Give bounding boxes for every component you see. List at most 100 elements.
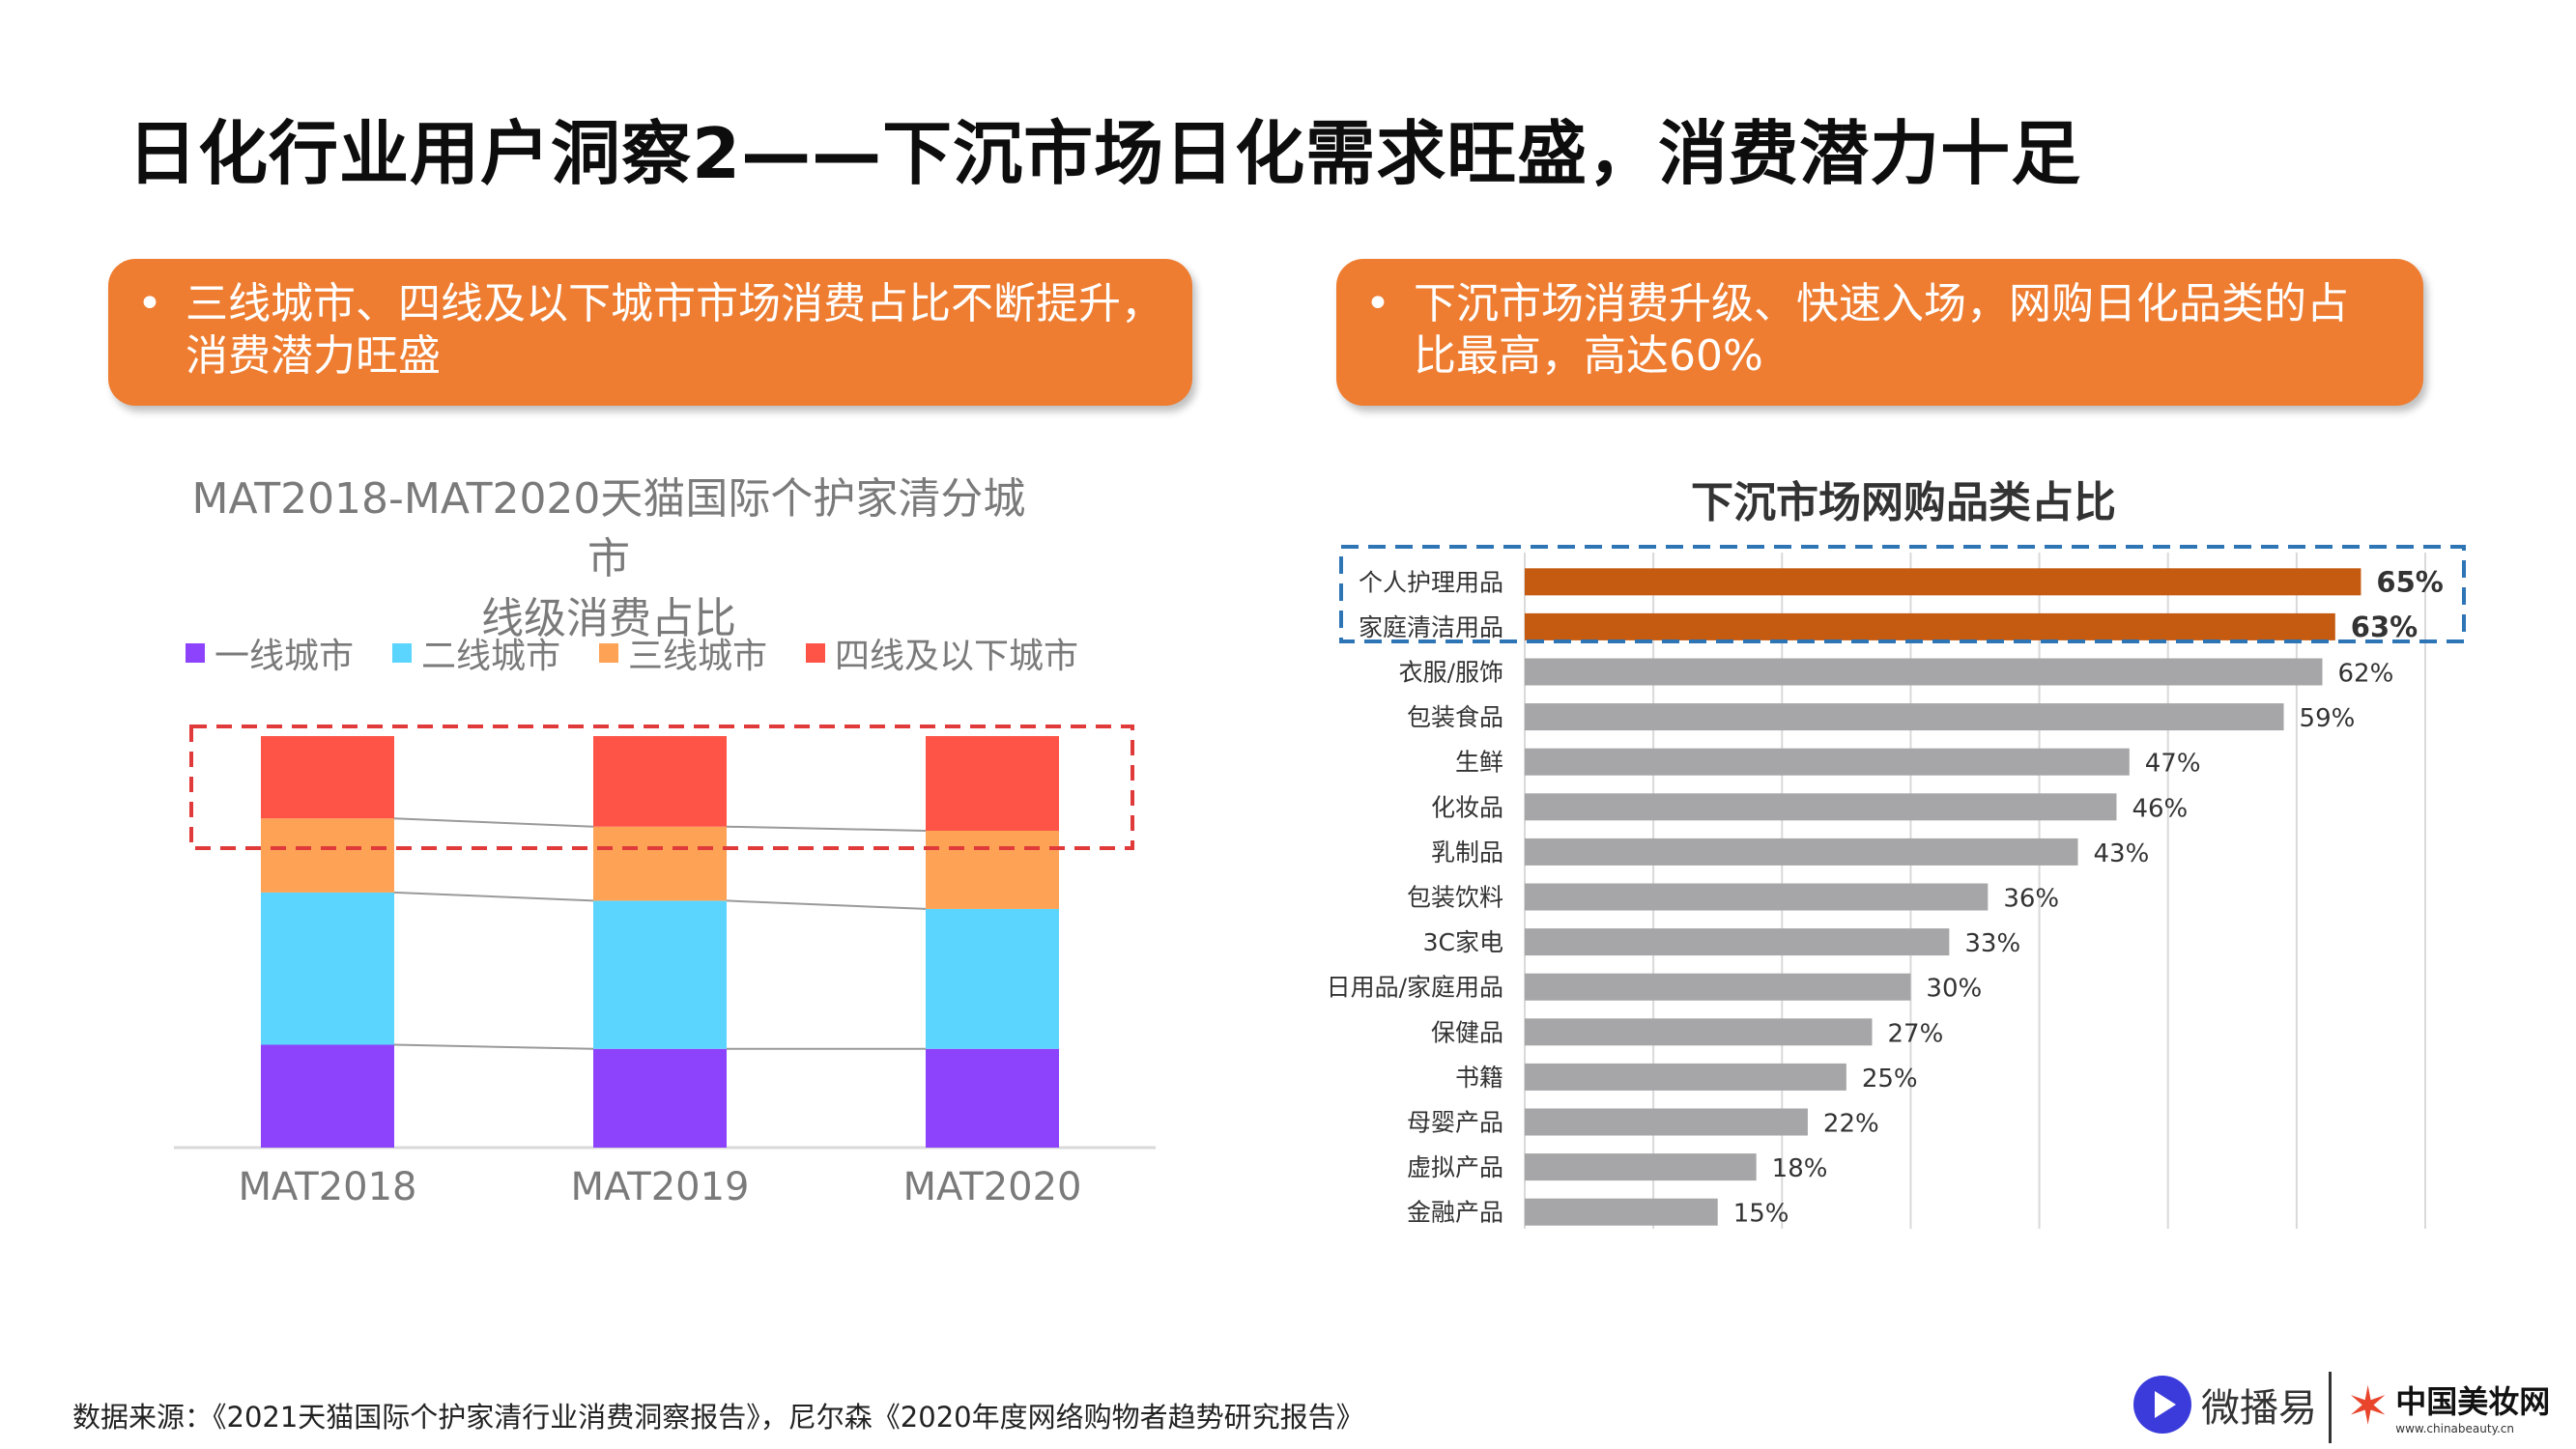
data-label: 18% [1772, 1154, 1828, 1183]
category-label: 3C家电 [1423, 928, 1503, 956]
data-label: 27% [1887, 1019, 1943, 1048]
data-label: 59% [2300, 704, 2356, 733]
legend-label: 二线城市 [421, 637, 561, 676]
legend-label: 三线城市 [628, 637, 768, 676]
data-label: 63% [2351, 611, 2418, 643]
category-label: 乳制品 [1431, 838, 1503, 867]
data-source: 数据来源：《2021天猫国际个护家清行业消费洞察报告》，尼尔森《2020年度网络… [72, 1401, 1364, 1434]
data-label: 25% [1862, 1065, 1918, 1094]
logo-weiboyi-text: 微播易 [2201, 1386, 2317, 1431]
x-tick-label: MAT2019 [571, 1165, 750, 1209]
legend-item-tier2: 二线城市 [392, 628, 560, 678]
data-label: 36% [2003, 885, 2059, 914]
data-label: 30% [1926, 975, 1982, 1004]
legend-swatch [806, 643, 826, 663]
category-label: 化妆品 [1431, 793, 1503, 821]
bar-segment [593, 1048, 727, 1148]
connector-line [393, 1043, 594, 1050]
category-label: 日用品/家庭用品 [1327, 974, 1503, 1002]
data-label: 46% [2132, 794, 2188, 823]
category-label: 母婴产品 [1407, 1109, 1503, 1137]
bar-segment [926, 830, 1059, 909]
category-label: 衣服/服饰 [1399, 659, 1503, 687]
data-label: 47% [2145, 750, 2201, 779]
data-label: 33% [1964, 929, 2020, 958]
bar-segment [261, 892, 394, 1045]
logo-divider [2329, 1372, 2332, 1443]
legend-label: 一线城市 [215, 637, 355, 676]
logo-chinabeauty-url: www.chinabeauty.cn [2395, 1421, 2514, 1435]
callout-text-line2: 比最高，高达60% [1414, 331, 1763, 381]
legend-swatch [186, 643, 205, 663]
left-chart-title: MAT2018-MAT2020天猫国际个护家清分城市 线级消费占比 [174, 469, 1044, 649]
bar [1525, 658, 2323, 686]
bar [1525, 973, 1911, 1001]
data-label: 15% [1733, 1200, 1789, 1229]
category-label: 包装食品 [1407, 703, 1503, 731]
bar [1525, 1198, 1718, 1226]
bar [1525, 793, 2117, 821]
callout-right: • 下沉市场消费升级、快速入场，网购日化品类的占 比最高，高达60% [1336, 259, 2423, 406]
category-label: 书籍 [1455, 1064, 1503, 1092]
page-title: 日化行业用户洞察2——下沉市场日化需求旺盛，消费潜力十足 [128, 113, 2082, 194]
data-label: 22% [1823, 1110, 1879, 1139]
right-chart-title: 下沉市场网购品类占比 [1691, 478, 2116, 527]
legend-item-tier1: 一线城市 [186, 628, 354, 678]
play-icon [2133, 1376, 2191, 1434]
left-chart-title-line1: MAT2018-MAT2020天猫国际个护家清分城市 [191, 474, 1026, 583]
callout-text-line2: 消费潜力旺盛 [186, 331, 441, 381]
legend-item-tier4: 四线及以下城市 [806, 628, 1078, 678]
bar [1525, 838, 2078, 866]
category-label: 家庭清洁用品 [1359, 613, 1503, 641]
logo-chinabeauty-text: 中国美妆网 [2395, 1382, 2551, 1420]
category-label: 生鲜 [1455, 749, 1503, 777]
connector-line [726, 825, 927, 832]
legend-swatch [599, 643, 619, 663]
logo-weiboyi: 微播易 [2133, 1376, 2317, 1434]
x-tick-label: MAT2020 [903, 1165, 1082, 1209]
bar-segment [926, 736, 1059, 831]
bar-segment [926, 1048, 1059, 1148]
legend-swatch [392, 643, 413, 663]
data-label: 62% [2337, 660, 2393, 689]
bar [1525, 1108, 1808, 1136]
left-chart-legend: 一线城市 二线城市 三线城市 四线及以下城市 [186, 628, 1078, 678]
bar-segment [261, 1044, 394, 1148]
callout-text-line1: 下沉市场消费升级、快速入场，网购日化品类的占 [1414, 279, 2349, 328]
data-label: 65% [2376, 565, 2443, 598]
callout-text-line1: 三线城市、四线及以下城市市场消费占比不断提升， [186, 279, 1163, 328]
legend-label: 四线及以下城市 [835, 637, 1079, 676]
bar-segment [593, 826, 727, 901]
bar [1525, 883, 1989, 911]
category-label: 虚拟产品 [1407, 1153, 1503, 1181]
bar [1525, 568, 2361, 596]
bullet: • [137, 279, 162, 328]
bar [1525, 703, 2284, 731]
connector-line [726, 899, 927, 910]
bullet: • [1365, 279, 1390, 328]
data-label: 43% [2094, 839, 2150, 868]
star-icon: ✶ [2346, 1376, 2390, 1436]
logo-chinabeauty: ✶ 中国美妆网 www.chinabeauty.cn [2346, 1376, 2550, 1436]
callout-left: • 三线城市、四线及以下城市市场消费占比不断提升， 消费潜力旺盛 [108, 259, 1192, 406]
category-label: 个人护理用品 [1359, 568, 1503, 596]
connector-line [393, 817, 594, 828]
bar [1525, 928, 1950, 956]
bar-segment [593, 900, 727, 1049]
highlight-box [189, 724, 1134, 850]
x-tick-label: MAT2018 [239, 1165, 417, 1209]
bar [1525, 1153, 1757, 1181]
bar-segment [261, 818, 394, 893]
category-label: 金融产品 [1407, 1199, 1503, 1227]
bar-segment [261, 736, 394, 819]
highlight-box [1339, 545, 2466, 643]
bar [1525, 612, 2335, 640]
bar [1525, 1063, 1846, 1091]
category-label: 包装饮料 [1407, 884, 1503, 912]
bar-segment [926, 908, 1059, 1049]
bar [1525, 1018, 1873, 1046]
left-chart-title-line2: 线级消费占比 [481, 594, 736, 643]
connector-line [393, 891, 594, 902]
